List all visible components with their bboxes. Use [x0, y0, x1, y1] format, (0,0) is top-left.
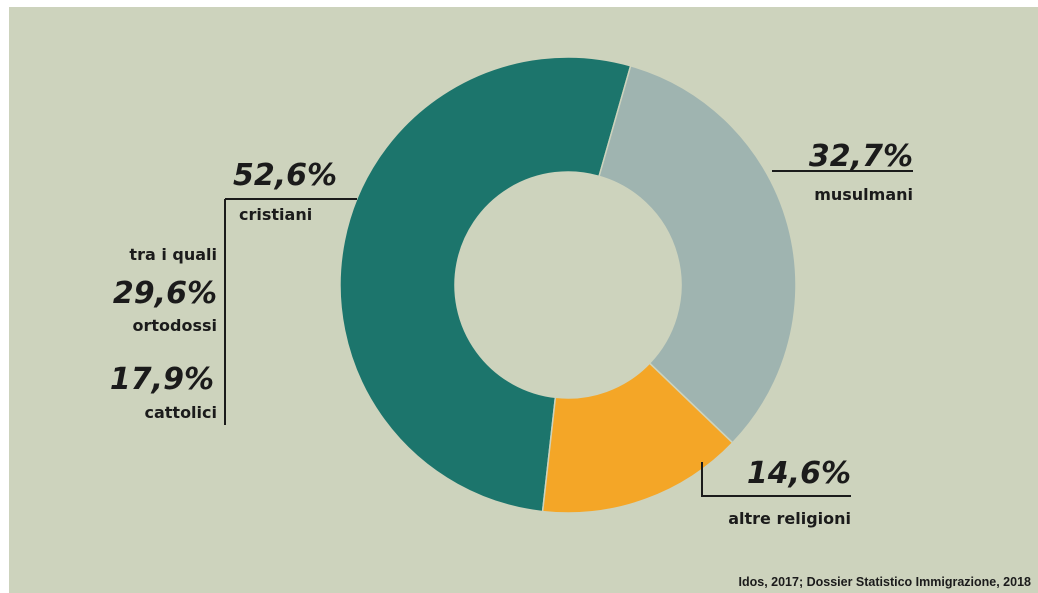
musulmani-value-label: 32,7%	[809, 139, 913, 174]
slice-musulmani	[598, 64, 797, 444]
source-note: Idos, 2017; Dossier Statistico Immigrazi…	[739, 575, 1032, 589]
donut-slices	[339, 56, 797, 514]
ortodossi-label: ortodossi	[133, 316, 218, 335]
altre-religioni-leader-line	[701, 462, 851, 497]
musulmani-label: musulmani	[814, 185, 913, 204]
cattolici-value-label: 17,9%	[110, 362, 214, 397]
cattolici-label: cattolici	[144, 403, 217, 422]
cristiani-label: cristiani	[239, 205, 312, 224]
altre-religioni-value-label: 14,6%	[747, 456, 851, 491]
slice-altre-religioni	[541, 362, 734, 514]
cristiani-value-label: 52,6%	[233, 158, 337, 193]
altre-religioni-label: altre religioni	[728, 509, 851, 528]
sub-breakdown-intro: tra i quali	[129, 245, 217, 264]
slice-cristiani	[339, 56, 632, 513]
ortodossi-value-label: 29,6%	[113, 276, 217, 311]
